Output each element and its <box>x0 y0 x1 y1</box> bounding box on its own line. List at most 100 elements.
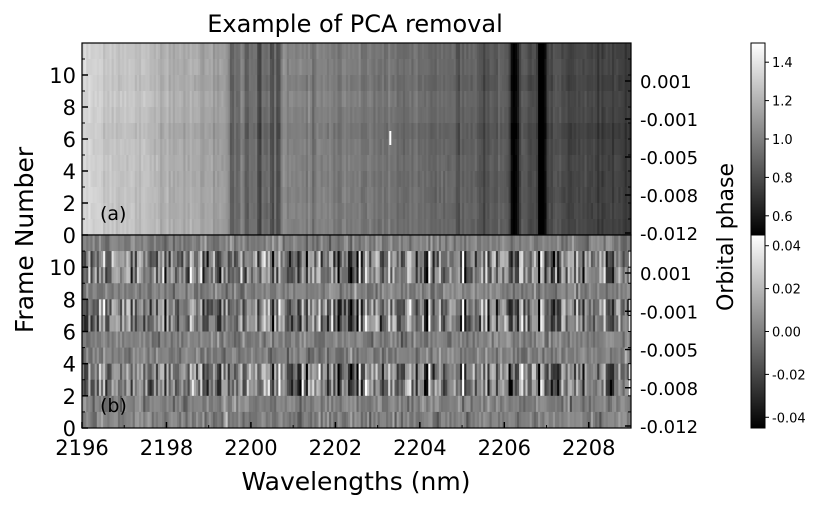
heat-a-cell <box>411 139 414 156</box>
heat-a-cell <box>331 171 334 188</box>
heat-a-cell <box>554 139 558 156</box>
heat-a-cell <box>198 139 201 156</box>
heat-b-cell <box>82 251 85 268</box>
heat-b-cell <box>620 251 623 268</box>
heat-a-cell <box>128 171 131 188</box>
heat-b-cell <box>624 251 628 268</box>
heat-a-cell <box>586 75 590 92</box>
heat-b-cell <box>396 267 400 284</box>
heat-a-cell <box>588 171 592 188</box>
heat-b-cell <box>576 251 579 268</box>
heat-a-cell <box>295 107 298 124</box>
heat-a-cell <box>533 171 537 188</box>
heat-a-cell <box>491 107 495 124</box>
heat-a-cell <box>424 75 427 92</box>
heat-a-cell <box>257 59 260 76</box>
heat-a-cell <box>210 139 214 156</box>
heat-a-cell <box>117 139 121 156</box>
heat-a-cell <box>333 187 336 204</box>
heat-b-cell <box>331 283 334 300</box>
heat-a-cell <box>98 43 102 60</box>
heat-a-cell <box>554 123 558 140</box>
heat-a-cell <box>434 59 438 76</box>
heat-b-cell <box>597 315 600 332</box>
heat-a-cell <box>527 219 531 236</box>
heat-a-cell <box>210 171 214 188</box>
heat-b-cell <box>158 331 161 348</box>
heat-a-cell <box>130 203 134 220</box>
heat-a-cell <box>295 155 298 172</box>
heat-b-cell <box>305 235 309 252</box>
heat-a-cell <box>622 75 626 92</box>
heat-a-cell <box>379 219 383 236</box>
heat-b-cell <box>288 299 292 316</box>
heat-b-cell <box>219 299 222 316</box>
heat-a-cell <box>559 59 562 76</box>
heat-a-cell <box>493 107 497 124</box>
heat-a-cell <box>166 187 169 204</box>
heat-b-cell <box>208 299 212 316</box>
heat-a-cell <box>248 139 252 156</box>
heat-a-cell <box>468 75 471 92</box>
heat-a-cell <box>603 123 607 140</box>
heat-a-cell <box>227 107 231 124</box>
heat-b-cell <box>628 283 632 300</box>
heat-a-cell <box>563 219 566 236</box>
heat-a-cell <box>244 187 248 204</box>
heat-a-cell <box>339 187 343 204</box>
heat-b-cell <box>519 267 522 284</box>
heat-b-cell <box>288 331 292 348</box>
heat-a-cell <box>126 107 129 124</box>
heat-b-cell <box>98 299 102 316</box>
heat-a-cell <box>523 139 526 156</box>
heat-a-cell <box>542 75 545 92</box>
heat-a-cell <box>485 203 488 220</box>
heat-b-cell <box>174 267 178 284</box>
heat-a-cell <box>565 203 569 220</box>
heat-b-cell <box>557 283 560 300</box>
heat-b-cell <box>599 299 602 316</box>
heat-a-cell <box>322 107 326 124</box>
heat-b-cell <box>375 251 379 268</box>
heat-a-cell <box>193 171 197 188</box>
heat-a-cell <box>166 91 169 108</box>
heat-a-cell <box>223 219 226 236</box>
heat-a-cell <box>407 43 410 60</box>
heat-a-cell <box>582 59 585 76</box>
heat-b-cell <box>221 283 224 300</box>
heat-b-cell <box>312 235 315 252</box>
heat-a-cell <box>612 219 615 236</box>
heat-b-cell <box>576 315 579 332</box>
heat-b-cell <box>297 315 300 332</box>
heat-a-cell <box>320 107 324 124</box>
heat-a-cell <box>269 139 273 156</box>
heat-a-cell <box>381 219 385 236</box>
heat-a-cell <box>94 139 98 156</box>
heat-b-cell <box>90 251 93 268</box>
heat-b-cell <box>202 315 205 332</box>
heat-b-cell <box>265 251 269 268</box>
heat-b-cell <box>449 267 452 284</box>
heat-a-cell <box>523 75 526 92</box>
heat-b-cell <box>122 267 125 284</box>
heat-b-cell <box>421 251 425 268</box>
heat-b-cell <box>206 235 210 252</box>
heat-a-cell <box>390 91 393 108</box>
heat-a-cell <box>227 75 231 92</box>
heat-a-cell <box>299 155 302 172</box>
heat-b-cell <box>155 331 159 348</box>
heat-a-cell <box>263 203 267 220</box>
heat-a-cell <box>483 43 486 60</box>
heat-a-cell <box>402 155 406 172</box>
heat-a-cell <box>445 107 448 124</box>
heat-b-cell <box>286 235 290 252</box>
heat-b-cell <box>476 283 480 300</box>
heat-a-cell <box>565 171 569 188</box>
heat-a-cell <box>191 155 195 172</box>
heat-a-cell <box>227 91 231 108</box>
heat-a-cell <box>411 203 414 220</box>
heat-b-cell <box>343 315 347 332</box>
heat-b-cell <box>90 331 93 348</box>
heat-a-cell <box>96 219 100 236</box>
heat-a-cell <box>234 107 237 124</box>
